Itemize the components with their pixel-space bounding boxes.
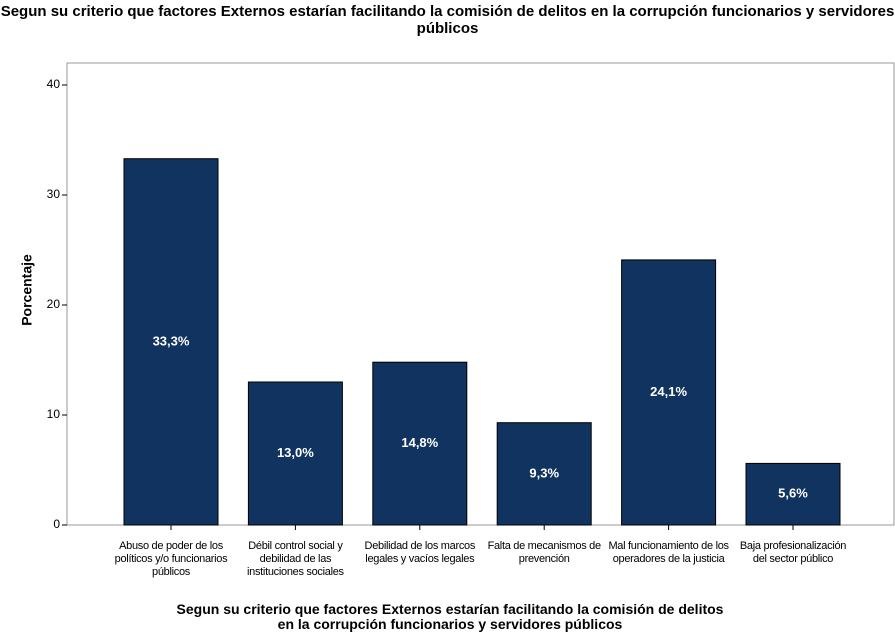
value-label: 33,3% (153, 333, 190, 348)
value-label: 14,8% (401, 435, 438, 450)
bar (745, 462, 841, 526)
x-tick-label: Baja profesionalización del sector públi… (739, 540, 847, 565)
y-axis-label: Porcentaje (19, 254, 35, 326)
y-tick-label: 20 (47, 297, 61, 311)
x-axis-label: Segun su criterio que factores Externos … (176, 601, 724, 632)
bar (496, 422, 592, 526)
bar (621, 259, 717, 526)
x-tick-label: Débil control social y debilidad de las … (247, 540, 344, 578)
bar (372, 361, 468, 526)
chart-title: Segun su criterio que factores Externos … (0, 3, 895, 37)
y-tick-label: 30 (47, 187, 61, 201)
x-tick-label: Abuso de poder de los políticos y/o func… (114, 540, 228, 578)
bar (247, 381, 343, 526)
value-label: 13,0% (277, 445, 314, 460)
value-label: 9,3% (529, 465, 559, 480)
x-tick-label: Debilidad de los marcos legales y vacíos… (364, 540, 476, 565)
y-tick-label: 10 (47, 407, 61, 421)
bar (123, 158, 219, 526)
y-tick-label: 40 (47, 77, 61, 91)
x-tick-label: Falta de mecanismos de prevención (487, 540, 602, 565)
y-tick-label: 0 (53, 517, 60, 531)
x-tick-label: Mal funcionamiento de los operadores de … (608, 540, 729, 565)
value-label: 24,1% (650, 384, 687, 399)
value-label: 5,6% (778, 486, 808, 501)
